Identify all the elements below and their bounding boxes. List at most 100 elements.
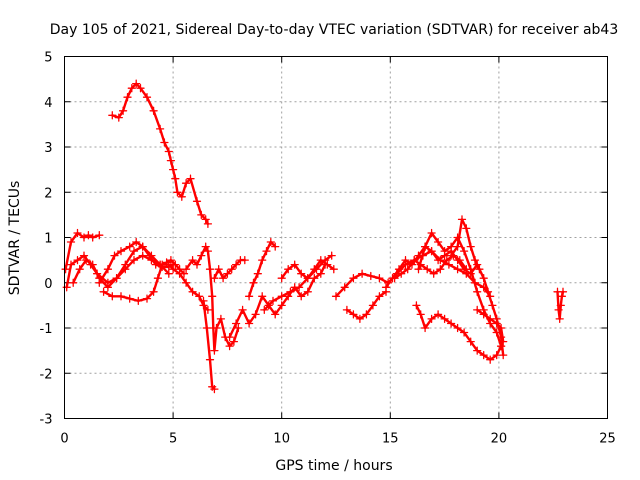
- data-point: [342, 305, 352, 315]
- x-axis-ticks: 0 5 10 15 20 25: [60, 56, 616, 447]
- data-point: [294, 283, 304, 292]
- data-point: [284, 265, 293, 274]
- series-arc-11: [244, 237, 280, 301]
- data-point: [99, 287, 108, 296]
- data-point: [297, 292, 306, 301]
- data-point: [446, 319, 456, 328]
- data-point: [410, 255, 419, 265]
- data-point: [249, 278, 258, 287]
- data-point: [171, 260, 180, 269]
- x-axis-label: GPS time / hours: [275, 458, 392, 474]
- data-point: [251, 310, 260, 319]
- data-point: [138, 242, 147, 251]
- data-point: [473, 305, 482, 315]
- x-tick-label: 25: [599, 432, 616, 447]
- data-point: [473, 346, 482, 355]
- data-point: [394, 265, 404, 274]
- data-point: [116, 292, 126, 301]
- data-point: [203, 246, 213, 256]
- y-tick-label: 1: [44, 232, 52, 247]
- series-line: [247, 240, 277, 298]
- data-point: [258, 255, 267, 265]
- series-line: [415, 304, 503, 361]
- data-point: [479, 350, 488, 360]
- series-arc-19: [446, 215, 508, 360]
- y-tick-label: 4: [44, 96, 52, 111]
- data-point: [160, 138, 169, 147]
- data-point: [429, 269, 438, 278]
- data-point: [231, 319, 241, 328]
- series-line: [263, 254, 333, 312]
- y-axis-ticks: -3 -2 -1 0 1 2 3 4 5: [40, 51, 608, 428]
- data-point: [433, 310, 443, 319]
- data-point: [327, 251, 336, 260]
- data-point: [164, 262, 173, 272]
- data-point: [427, 314, 436, 324]
- data-point: [446, 251, 456, 260]
- series-arc-18: [414, 228, 506, 351]
- data-point: [166, 156, 176, 165]
- data-point: [125, 242, 134, 251]
- data-point: [129, 246, 139, 256]
- data-point: [466, 242, 475, 251]
- data-point: [95, 231, 104, 240]
- data-point: [95, 278, 104, 287]
- data-point: [231, 260, 241, 269]
- data-point: [423, 265, 432, 274]
- data-point: [331, 292, 341, 301]
- data-point: [145, 251, 154, 260]
- series-arc-6: [108, 79, 213, 229]
- series-line: [111, 82, 210, 226]
- data-point: [103, 265, 113, 274]
- data-point: [420, 323, 430, 333]
- data-point: [475, 265, 484, 274]
- data-point: [118, 106, 128, 115]
- series-line: [228, 263, 327, 339]
- series-line: [417, 231, 503, 348]
- data-point: [129, 255, 139, 265]
- data-point: [225, 332, 234, 342]
- series-arc-7: [181, 242, 243, 355]
- data-point: [368, 301, 378, 310]
- series-arc-5: [99, 255, 189, 306]
- data-point: [457, 215, 467, 224]
- data-point: [244, 319, 254, 328]
- data-point: [69, 278, 78, 287]
- data-point: [218, 274, 228, 283]
- data-point: [153, 274, 163, 283]
- data-point: [75, 265, 84, 274]
- data-point: [556, 301, 565, 310]
- plot-frame: [64, 56, 608, 419]
- data-point: [162, 258, 171, 267]
- data-point: [229, 337, 239, 346]
- data-point: [199, 296, 208, 306]
- data-point: [492, 350, 501, 360]
- data-point: [427, 228, 436, 238]
- data-point: [486, 355, 495, 364]
- data-point: [201, 215, 210, 224]
- data-point: [73, 255, 82, 265]
- data-point: [88, 260, 97, 269]
- data-point: [164, 269, 173, 278]
- data-point: [455, 255, 464, 265]
- data-point: [227, 265, 236, 274]
- x-tick-label: 10: [273, 432, 290, 447]
- data-point: [420, 242, 430, 251]
- x-tick-label: 15: [382, 432, 399, 447]
- data-point: [473, 287, 482, 296]
- data-point: [181, 265, 191, 274]
- data-point: [558, 287, 568, 296]
- data-point: [225, 341, 234, 351]
- data-point: [188, 287, 197, 296]
- data-point: [375, 274, 384, 283]
- data-point: [79, 251, 89, 260]
- data-point: [444, 260, 454, 269]
- data-point: [416, 310, 425, 319]
- data-point: [132, 79, 141, 88]
- data-point: [173, 188, 182, 197]
- data-point: [240, 255, 249, 265]
- data-point: [258, 292, 267, 301]
- series-arc-21: [473, 305, 508, 346]
- data-point: [496, 341, 506, 351]
- data-point: [453, 323, 462, 333]
